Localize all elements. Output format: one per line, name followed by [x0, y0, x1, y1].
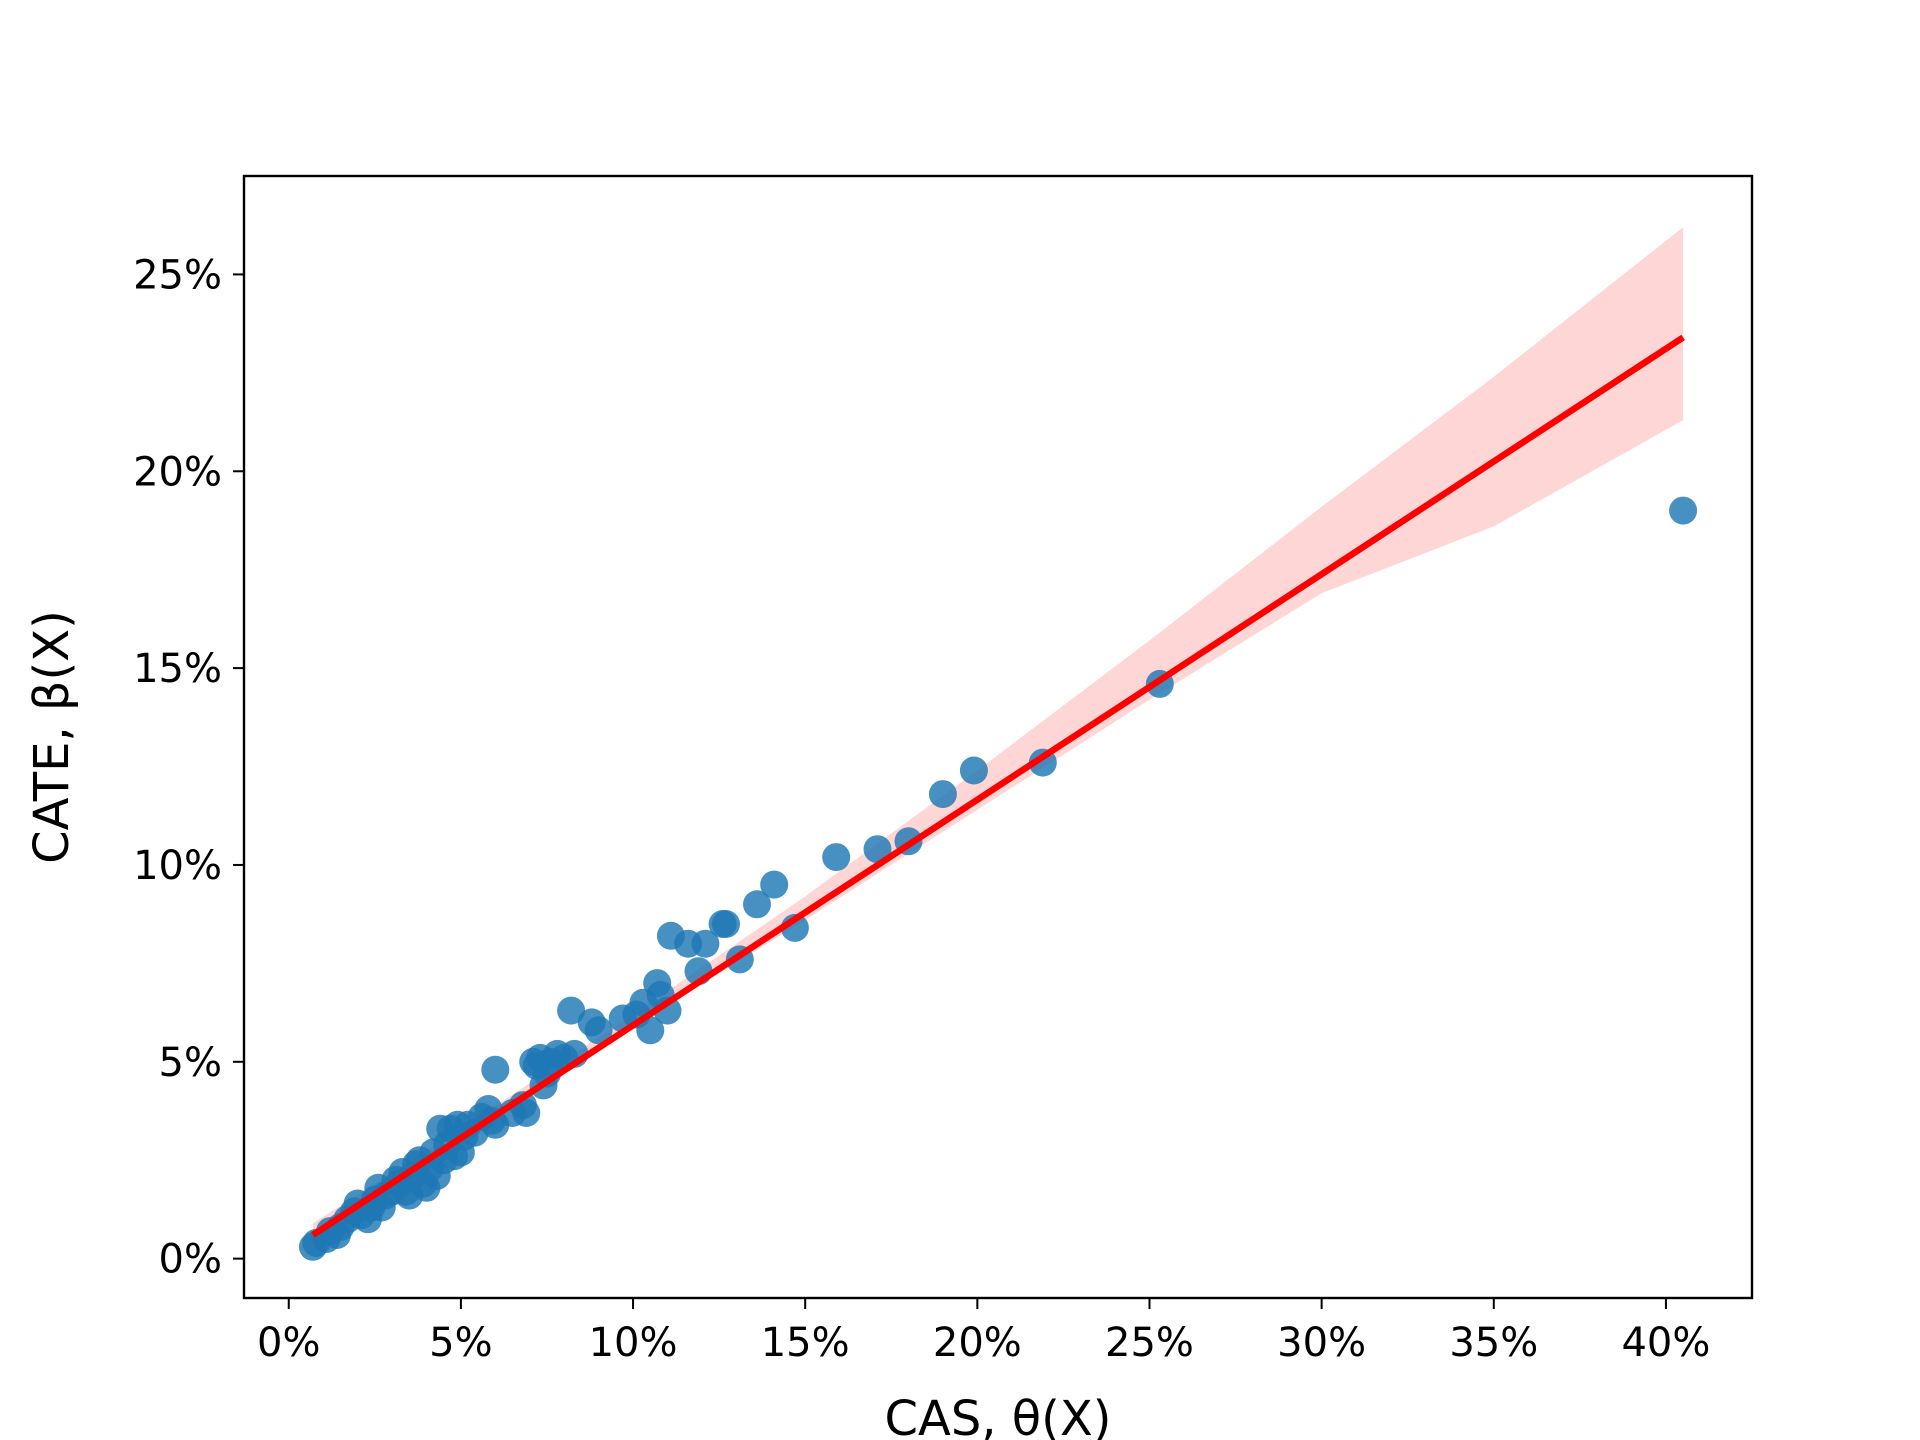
y-tick-label: 10% — [133, 843, 222, 889]
y-tick-label: 5% — [159, 1040, 222, 1086]
y-tick-label: 25% — [133, 252, 222, 298]
y-tick-label: 0% — [159, 1237, 222, 1283]
data-point-71 — [691, 929, 720, 958]
data-point-73 — [712, 910, 740, 938]
data-point-64 — [636, 1016, 665, 1045]
y-tick-label: 20% — [133, 449, 222, 495]
x-tick-label: 35% — [1449, 1320, 1538, 1366]
plot-frame — [242, 174, 1754, 1300]
x-axis: 0% 5% 10% 15% 20% 25% 30% 35% 40% — [257, 1298, 1710, 1366]
data-point-81 — [928, 780, 957, 809]
x-tick-label: 0% — [257, 1320, 320, 1366]
data-point-85 — [1669, 496, 1698, 525]
x-tick-label: 5% — [429, 1320, 492, 1366]
y-axis-label: CATE, β(X) — [24, 610, 80, 864]
data-point-48 — [512, 1099, 541, 1127]
y-tick-label: 15% — [133, 646, 222, 692]
data-point-76 — [760, 870, 789, 899]
data-point-75 — [743, 890, 771, 919]
data-point-45 — [481, 1055, 510, 1084]
fit-line-layer — [311, 334, 1685, 1238]
x-tick-label: 20% — [933, 1320, 1022, 1366]
data-point-57 — [557, 996, 586, 1025]
data-point-82 — [959, 756, 988, 785]
x-tick-label: 30% — [1277, 1320, 1366, 1366]
x-tick-label: 40% — [1621, 1320, 1710, 1366]
fit-line — [311, 334, 1685, 1238]
data-point-78 — [822, 843, 851, 872]
x-tick-label: 15% — [761, 1320, 850, 1366]
data-point-79 — [863, 835, 892, 864]
y-axis: 0% 5% 10% 15% 20% 25% — [133, 252, 244, 1283]
x-tick-label: 10% — [589, 1320, 678, 1366]
x-tick-label: 25% — [1105, 1320, 1194, 1366]
data-point-60 — [584, 1016, 613, 1045]
x-axis-label: CAS, θ(X) — [884, 1391, 1111, 1440]
